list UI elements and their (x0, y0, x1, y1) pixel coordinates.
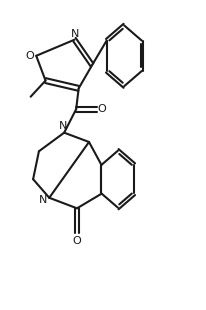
Text: O: O (97, 104, 106, 114)
Text: N: N (59, 122, 67, 131)
Text: N: N (71, 29, 79, 39)
Text: O: O (72, 236, 81, 246)
Text: N: N (39, 195, 47, 205)
Text: O: O (26, 51, 34, 61)
